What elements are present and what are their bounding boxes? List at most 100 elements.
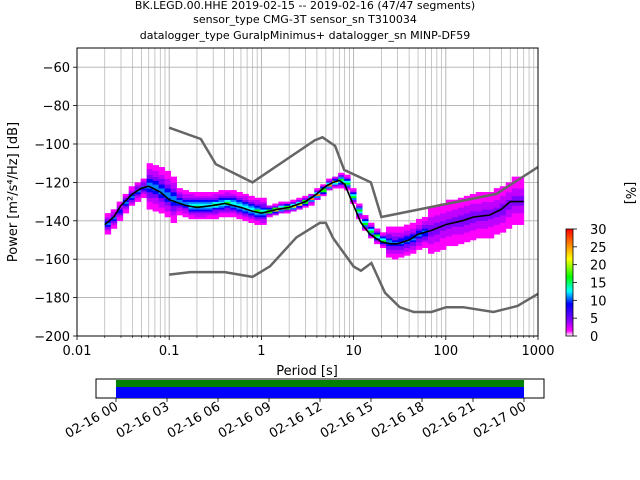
histogram-cell: [260, 207, 267, 210]
histogram-cell: [116, 218, 124, 222]
histogram-cell: [164, 186, 171, 189]
histogram-cell: [404, 230, 411, 233]
histogram-cell: [475, 199, 483, 202]
histogram-cell: [146, 178, 154, 181]
histogram-cell: [236, 199, 243, 202]
histogram-cell: [499, 195, 507, 199]
histogram-cell: [493, 188, 501, 191]
histogram-cell: [200, 195, 207, 199]
histogram-cell: [164, 174, 171, 177]
histogram-cell: [254, 199, 261, 202]
histogram-cell: [182, 192, 189, 195]
histogram-cell: [481, 222, 489, 225]
histogram-cell: [475, 216, 483, 220]
histogram-cell: [499, 201, 507, 204]
histogram-cell: [134, 186, 142, 189]
histogram-cell: [410, 245, 417, 248]
histogram-cell: [254, 209, 261, 212]
coverage-bar-bottom: [116, 387, 524, 398]
histogram-cell: [326, 186, 333, 189]
histogram-cell: [110, 211, 118, 214]
histogram-cell: [278, 201, 285, 204]
histogram-cell: [392, 232, 399, 235]
histogram-cell: [122, 205, 130, 208]
histogram-cell: [236, 209, 243, 212]
histogram-cell: [110, 209, 118, 212]
histogram-cell: [427, 241, 435, 245]
histogram-cell: [230, 195, 237, 199]
histogram-cell: [164, 188, 171, 191]
histogram-cell: [206, 207, 213, 210]
histogram-cell: [463, 228, 471, 231]
histogram-cell: [164, 176, 171, 179]
coverage-tick-label: 02-17 00: [471, 399, 529, 441]
histogram-cell: [493, 197, 501, 200]
histogram-cell: [439, 207, 447, 210]
histogram-cell: [134, 188, 142, 191]
histogram-cell: [439, 216, 447, 220]
histogram-cell: [457, 238, 465, 241]
histogram-cell: [517, 178, 525, 181]
histogram-cell: [493, 228, 501, 231]
histogram-cell: [427, 207, 435, 210]
histogram-cell: [386, 245, 393, 248]
histogram-cell: [356, 207, 363, 210]
histogram-cell: [194, 203, 201, 206]
histogram-cell: [314, 197, 321, 200]
histogram-cell: [152, 199, 160, 202]
histogram-cell: [463, 224, 471, 227]
histogram-cell: [278, 211, 285, 214]
histogram-cell: [517, 193, 525, 197]
histogram-cell: [242, 197, 249, 200]
histogram-cell: [499, 215, 507, 218]
histogram-cell: [475, 220, 483, 224]
histogram-cell: [481, 213, 489, 216]
histogram-cell: [170, 176, 177, 179]
histogram-cell: [517, 203, 525, 206]
histogram-cell: [296, 199, 303, 202]
histogram-cell: [415, 240, 423, 243]
histogram-cell: [176, 209, 183, 212]
histogram-cell: [248, 203, 255, 206]
y-tick-label: −100: [34, 138, 70, 153]
histogram-cell: [218, 197, 225, 200]
histogram-cell: [176, 192, 183, 195]
histogram-cell: [505, 193, 513, 197]
histogram-cell: [445, 209, 453, 212]
histogram-cell: [116, 203, 124, 206]
histogram-cell: [254, 222, 261, 225]
histogram-cell: [182, 215, 189, 218]
histogram-cell: [469, 201, 477, 204]
y-axis-label: Power [m²/s⁴/Hz] [dB]: [6, 122, 21, 262]
histogram-cell: [374, 236, 381, 239]
histogram-cell: [212, 195, 219, 199]
histogram-cell: [254, 213, 261, 216]
histogram-cell: [511, 203, 519, 206]
histogram-cell: [158, 201, 166, 204]
histogram-cell: [410, 230, 417, 233]
histogram-cell: [320, 184, 327, 187]
histogram-cell: [469, 203, 477, 206]
histogram-cell: [415, 218, 423, 222]
histogram-cell: [200, 215, 207, 218]
histogram-cell: [230, 197, 237, 200]
histogram-cell: [445, 218, 453, 222]
histogram-cell: [445, 205, 453, 208]
histogram-cell: [218, 211, 225, 214]
histogram-cell: [463, 205, 471, 208]
histogram-cell: [230, 209, 237, 212]
histogram-cell: [380, 232, 387, 235]
histogram-cell: [182, 213, 189, 216]
histogram-cell: [457, 205, 465, 208]
histogram-cell: [368, 224, 375, 227]
histogram-cell: [224, 197, 231, 200]
histogram-cell: [272, 207, 279, 210]
histogram-cell: [146, 201, 154, 204]
histogram-cell: [475, 209, 483, 212]
histogram-cell: [392, 240, 399, 243]
histogram-cell: [493, 220, 501, 224]
histogram-cell: [134, 193, 142, 197]
histogram-cell: [254, 216, 261, 220]
histogram-cell: [499, 220, 507, 224]
histogram-cell: [356, 205, 363, 208]
